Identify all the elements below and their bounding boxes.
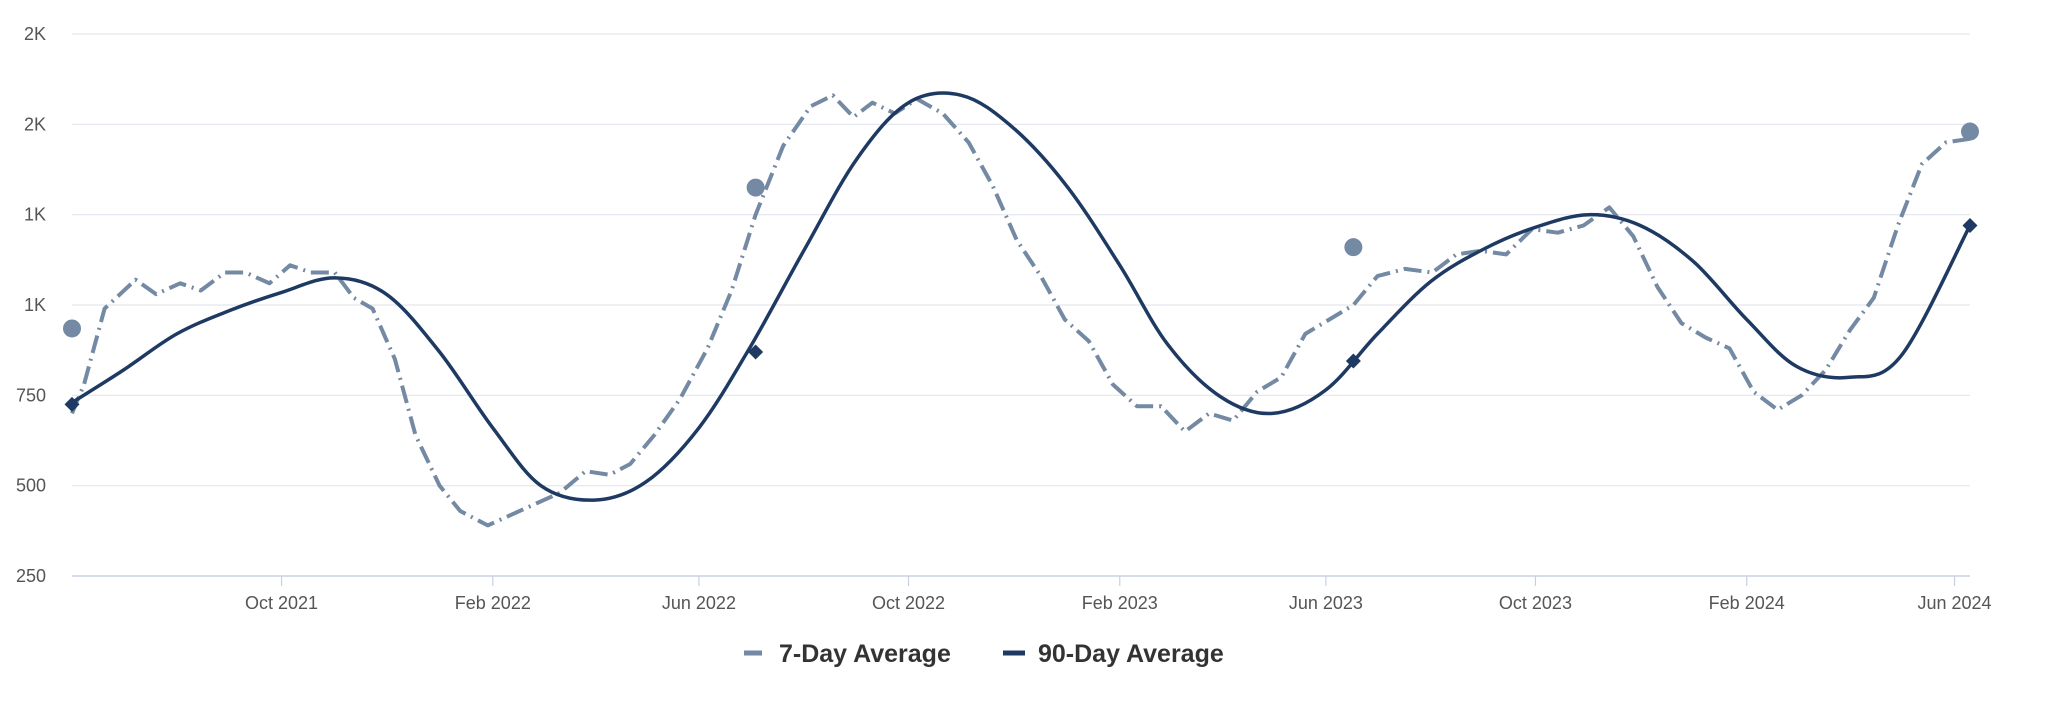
data-point-90-day[interactable] bbox=[1962, 218, 1978, 234]
y-tick-label: 1K bbox=[24, 205, 46, 225]
data-point-7-day[interactable] bbox=[1344, 238, 1363, 257]
data-point-7-day[interactable] bbox=[1961, 122, 1979, 141]
y-tick-label: 1K bbox=[24, 295, 46, 315]
legend-item-90-day-average[interactable]: 90-Day Average bbox=[1003, 640, 1224, 668]
y-axis-ticks: 250 500 750 1K 1K 2K 2K bbox=[16, 24, 46, 586]
x-tick-label: Jun 2022 bbox=[662, 593, 736, 613]
gridlines bbox=[72, 33, 1970, 487]
data-point-90-day[interactable] bbox=[1345, 353, 1361, 369]
x-tick-label: Jun 2024 bbox=[1918, 593, 1992, 613]
x-tick-label: Feb 2023 bbox=[1082, 593, 1158, 613]
series-line-90-day-average bbox=[71, 91, 1972, 502]
data-point-90-day[interactable] bbox=[748, 344, 764, 360]
x-tick-label: Feb 2022 bbox=[455, 593, 531, 613]
y-tick-label: 750 bbox=[16, 385, 46, 405]
data-point-7-day[interactable] bbox=[63, 319, 81, 338]
y-tick-label: 250 bbox=[16, 566, 46, 586]
y-tick-label: 2K bbox=[24, 24, 46, 44]
data-point-90-day[interactable] bbox=[64, 396, 80, 412]
x-tick-label: Oct 2021 bbox=[245, 593, 318, 613]
series-lines bbox=[70, 91, 1972, 528]
legend-label-90-day: 90-Day Average bbox=[1038, 640, 1224, 668]
legend-label-7-day: 7-Day Average bbox=[779, 640, 951, 668]
y-tick-label: 2K bbox=[24, 114, 46, 134]
legend-item-7-day-average[interactable]: 7-Day Average bbox=[744, 640, 951, 668]
x-tick-label: Oct 2023 bbox=[1499, 593, 1572, 613]
series-markers bbox=[63, 122, 1979, 412]
x-axis-ticks: Oct 2021 Feb 2022 Jun 2022 Oct 2022 Feb 2023… bbox=[245, 576, 1992, 613]
x-tick-label: Oct 2022 bbox=[872, 593, 945, 613]
y-tick-label: 500 bbox=[16, 476, 46, 496]
legend[interactable]: 7-Day Average 90-Day Average bbox=[744, 640, 1224, 668]
x-tick-label: Jun 2023 bbox=[1289, 593, 1363, 613]
x-tick-label: Feb 2024 bbox=[1709, 593, 1785, 613]
series-line-7-day-average bbox=[70, 93, 1971, 528]
data-point-7-day[interactable] bbox=[746, 178, 765, 197]
